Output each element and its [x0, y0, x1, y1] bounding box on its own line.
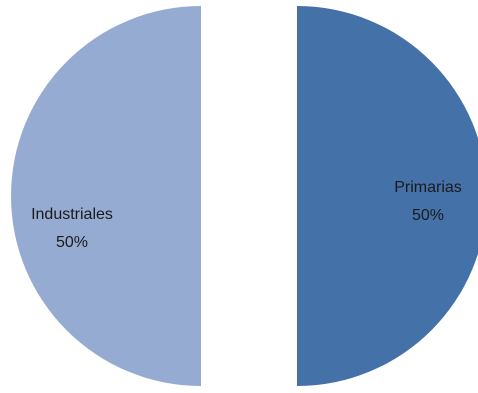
slice-percent-primarias: 50%	[412, 207, 444, 224]
slice-percent-industriales: 50%	[56, 234, 88, 251]
slice-label-primarias: Primarias	[394, 179, 462, 196]
pie-slice-industriales	[11, 6, 201, 386]
pie-slice-primarias	[297, 6, 478, 386]
slice-label-industriales: Industriales	[31, 206, 113, 223]
